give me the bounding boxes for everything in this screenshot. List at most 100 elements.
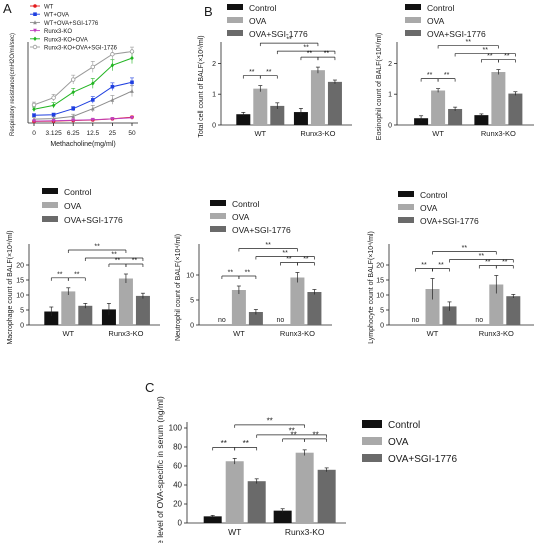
significance-label: ** — [221, 439, 227, 448]
x-tick-label: Runx3-KO — [108, 329, 143, 338]
y-tick-label: 60 — [173, 462, 182, 471]
bar — [290, 277, 305, 325]
legend-swatch — [362, 437, 382, 445]
a-data-point — [32, 113, 36, 118]
significance-label: ** — [115, 258, 121, 265]
legend-label: OVA+SGI-1776 — [427, 29, 486, 39]
a-x-tick-label: 0 — [32, 130, 36, 137]
significance-label: ** — [466, 39, 472, 46]
x-tick-label: Runx3-KO — [300, 129, 335, 138]
x-tick-label: WT — [432, 129, 444, 138]
a-x-tick-label: 3.125 — [45, 130, 62, 137]
bar — [307, 292, 322, 325]
y-tick-label: 15 — [376, 278, 384, 285]
a-series-line — [33, 81, 133, 116]
y-tick-label: 10 — [16, 293, 24, 300]
y-tick-label: 0 — [190, 323, 194, 330]
bar — [491, 72, 506, 125]
significance-label: ** — [462, 245, 468, 252]
a-legend-label: WT — [44, 5, 54, 11]
a-data-point — [130, 88, 134, 93]
y-axis-label: Lymphocyte count of BALF(×10⁴/ml) — [368, 231, 375, 344]
legend-label: Control — [420, 190, 448, 200]
legend-swatch — [398, 191, 414, 197]
significance-label: ** — [111, 252, 117, 259]
bar — [270, 105, 285, 125]
significance-label: ** — [265, 242, 271, 249]
significance-label: ** — [94, 244, 100, 251]
x-tick-label: WT — [62, 329, 74, 338]
a-data-point — [91, 98, 95, 102]
bar — [317, 469, 336, 523]
bar — [327, 81, 342, 125]
legend-label: Control — [427, 3, 455, 13]
legend-swatch — [227, 4, 243, 10]
a-data-point — [71, 106, 75, 111]
significance-label: ** — [289, 426, 295, 435]
bar — [101, 309, 116, 325]
y-tick-label: 10 — [376, 293, 384, 300]
legend-swatch — [398, 204, 414, 210]
y-tick-label: 0 — [388, 123, 392, 130]
x-tick-label: Runx3-KO — [285, 527, 325, 537]
significance-label: ** — [245, 270, 251, 277]
x-tick-label: Runx3-KO — [479, 329, 514, 338]
a-data-point — [91, 106, 95, 111]
y-axis-label: The level of OVA-specific in serum (ng/m… — [155, 396, 165, 543]
a-legend-marker — [33, 36, 37, 41]
y-axis-label: Eosinophil count of BALF(×10⁶/ml) — [376, 33, 383, 140]
a-data-point — [130, 80, 134, 85]
bar — [253, 88, 268, 125]
a-legend-marker — [32, 44, 38, 50]
legend-swatch — [210, 213, 226, 219]
legend-swatch — [405, 4, 421, 10]
legend-swatch — [405, 30, 421, 36]
y-axis-label: Total cell count of BALF(×10⁶/ml) — [198, 35, 205, 137]
legend-label: OVA — [232, 212, 250, 222]
a-data-point — [71, 118, 75, 123]
data-label: no — [412, 317, 420, 324]
legend-label: OVA+SGI-1776 — [249, 29, 308, 39]
a-series-line — [33, 90, 133, 120]
y-tick-label: 5 — [190, 298, 194, 305]
a-legend-label: Runx3-KO — [44, 29, 72, 35]
significance-label: ** — [324, 51, 330, 58]
significance-label: ** — [485, 259, 491, 266]
significance-label: ** — [249, 69, 255, 76]
a-data-point — [110, 84, 115, 89]
data-label: no — [277, 317, 285, 324]
legend-swatch — [227, 30, 243, 36]
significance-label: ** — [303, 256, 309, 263]
a-data-point — [32, 119, 36, 124]
significance-label: ** — [483, 47, 489, 54]
bar — [118, 278, 133, 325]
bar — [247, 481, 266, 523]
a-legend-marker — [33, 4, 37, 8]
a-legend-label: Runx3-KO+OVA+SGI-1776 — [44, 46, 118, 52]
significance-label: ** — [504, 53, 510, 60]
significance-label: ** — [427, 72, 433, 79]
bar — [248, 312, 263, 325]
y-tick-label: 2 — [388, 61, 392, 68]
significance-label: ** — [286, 37, 292, 44]
bar — [78, 305, 93, 325]
bar — [442, 306, 457, 325]
legend-swatch — [362, 454, 382, 462]
legend-label: OVA — [249, 16, 267, 26]
bar — [489, 284, 504, 325]
significance-label: ** — [303, 45, 309, 52]
a-legend-label: WT+OVA — [44, 13, 69, 19]
legend-swatch — [398, 217, 414, 223]
a-data-point — [110, 63, 115, 68]
a-legend-marker — [33, 28, 37, 33]
legend-swatch — [362, 420, 382, 428]
significance-label: ** — [438, 262, 444, 269]
y-tick-label: 10 — [186, 273, 194, 280]
x-tick-label: WT — [427, 329, 439, 338]
a-x-tick-label: 50 — [128, 130, 136, 137]
a-data-point — [110, 52, 115, 57]
legend-label: Control — [249, 3, 277, 13]
y-axis-label: Macrophage count of BALF(×10⁴/ml) — [7, 230, 14, 344]
bar — [225, 461, 244, 523]
x-tick-label: Runx3-KO — [481, 129, 516, 138]
